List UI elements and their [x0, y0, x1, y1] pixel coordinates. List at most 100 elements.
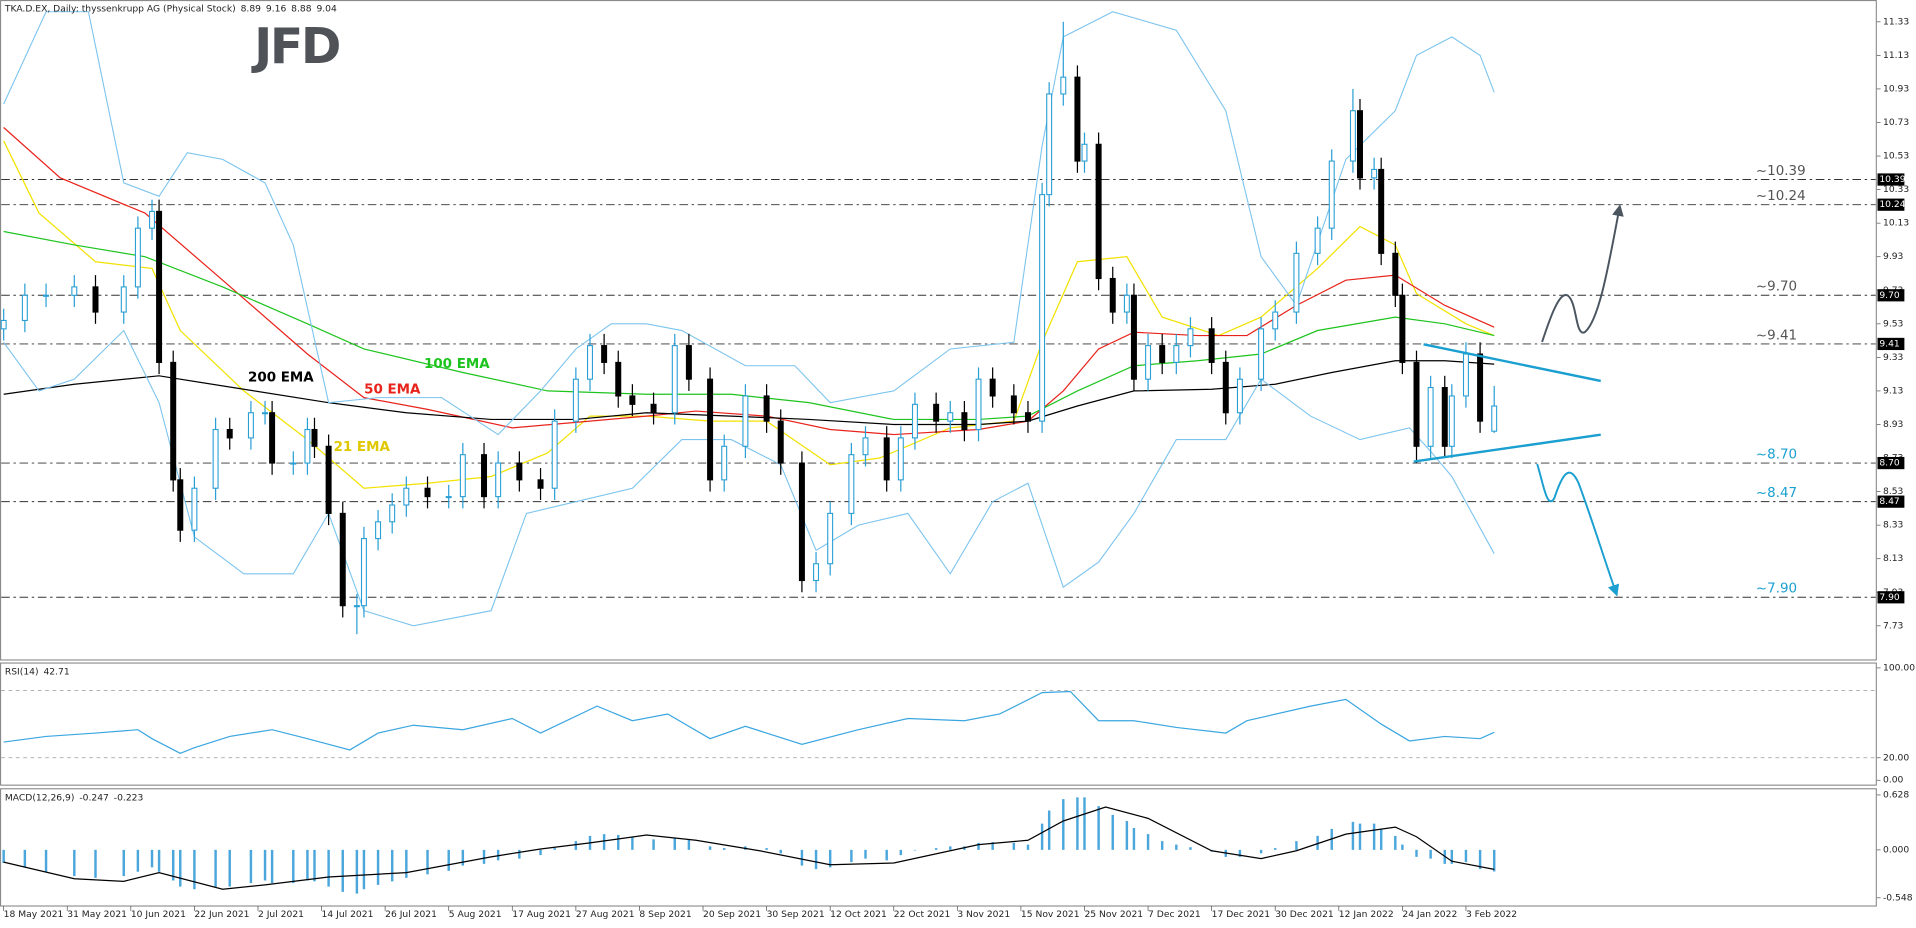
candle-body [92, 286, 99, 313]
macd-bar [1132, 827, 1136, 850]
candle-body [177, 479, 184, 531]
x-tick-label: 12 Jan 2022 [1339, 909, 1394, 920]
x-tick-label: 24 Jan 2022 [1402, 909, 1457, 920]
macd-bar [1358, 823, 1362, 850]
macd-bar [94, 849, 97, 878]
ema-line [3, 127, 1495, 436]
candle-body [1314, 227, 1321, 254]
candle-body [1123, 294, 1130, 313]
x-tick-label: 14 Jul 2021 [322, 909, 374, 920]
candle-body [353, 605, 360, 608]
x-tick-label: 22 Oct 2021 [894, 909, 951, 920]
x-tick-label: 26 Jul 2021 [385, 909, 437, 920]
candle-body [707, 378, 714, 481]
price-panel [0, 0, 1877, 661]
macd-bar [1012, 842, 1016, 850]
level-tag: 8.47 [1879, 496, 1900, 507]
candle-body [191, 487, 198, 531]
candle-body [1109, 277, 1116, 313]
macd-bar [991, 841, 994, 850]
macd-bar [1273, 848, 1277, 850]
macd-bar [652, 839, 655, 850]
candle-body [1173, 345, 1180, 363]
macd-bar [800, 849, 804, 866]
y-tick-label: 7.73 [1883, 620, 1904, 631]
candle-body [777, 420, 784, 464]
candle-body [170, 361, 177, 481]
candle-body [120, 286, 127, 313]
level-tag-box [1877, 591, 1905, 604]
candle-body [1371, 168, 1378, 179]
macd-bar [850, 849, 853, 863]
macd-bar [765, 848, 768, 850]
candle-body [226, 428, 233, 439]
macd-bar [779, 849, 782, 854]
macd-panel [0, 788, 1877, 907]
macd-bar [390, 849, 394, 882]
macd-bar [814, 849, 818, 870]
candle-body [721, 445, 728, 481]
x-tick-label: 31 May 2021 [67, 909, 127, 920]
level-label: ~9.41 [1756, 328, 1797, 343]
candle-body [1427, 387, 1434, 447]
candle-body [1159, 345, 1166, 363]
macd-bar [171, 849, 175, 881]
plot-layer: 7.737.938.138.338.538.738.939.139.339.53… [0, 3, 1915, 920]
level-tag-box [1877, 337, 1905, 351]
macd-bar [1026, 844, 1030, 850]
candle-body [848, 454, 855, 514]
candle-body [403, 487, 410, 506]
candle-body [445, 496, 452, 499]
y-tick-label: 10.53 [1883, 151, 1909, 162]
y-tick-label: 9.93 [1883, 251, 1904, 262]
candle-body [1413, 361, 1420, 447]
y-tick-label: 0.00 [1883, 775, 1904, 786]
candle-body [601, 345, 608, 363]
candle-body [671, 345, 678, 414]
candle-body [862, 437, 869, 456]
ema-line [3, 140, 1495, 489]
candle-body [262, 412, 269, 415]
macd-bar [193, 849, 196, 890]
rsi-line [3, 690, 1495, 754]
candle-body [798, 462, 805, 582]
triangle-lower-line [1413, 433, 1601, 463]
macd-bar [306, 849, 309, 881]
candle-body [1222, 361, 1229, 414]
candle-body [1378, 168, 1385, 254]
macd-bar [228, 849, 231, 887]
macd-bar [249, 849, 253, 884]
candle-body [495, 462, 502, 498]
x-tick-label: 3 Feb 2022 [1466, 909, 1517, 920]
candle-body [1477, 353, 1484, 422]
macd-bar [327, 849, 330, 887]
x-tick-label: 25 Nov 2021 [1084, 909, 1143, 920]
macd-bar [405, 849, 408, 878]
candle-body [0, 319, 7, 330]
macd-bar [885, 849, 888, 861]
level-tag: 8.70 [1879, 458, 1900, 469]
candle-body [1024, 412, 1031, 422]
y-tick-label: 100.00 [1883, 662, 1915, 673]
candle-body [1074, 76, 1081, 162]
level-label: ~10.39 [1756, 164, 1806, 179]
x-tick-label: 3 Nov 2021 [957, 909, 1010, 920]
candle-body [742, 395, 749, 447]
candle-body [1095, 143, 1102, 280]
macd-bar [1351, 821, 1355, 850]
x-tick-label: 22 Jun 2021 [194, 909, 249, 920]
candle-body [339, 512, 346, 607]
macd-bar [2, 849, 5, 863]
candle-body [763, 395, 770, 422]
macd-bar [362, 849, 366, 890]
header-open: 8.89 [241, 3, 262, 14]
candle-body [629, 395, 636, 405]
ema-label: 200 EMA [248, 370, 314, 385]
candle-body [389, 504, 396, 523]
macd-bar [214, 849, 217, 888]
candle-body [933, 403, 940, 422]
candle-body [516, 462, 523, 481]
candle-body [813, 563, 820, 582]
candle-body [650, 403, 657, 414]
